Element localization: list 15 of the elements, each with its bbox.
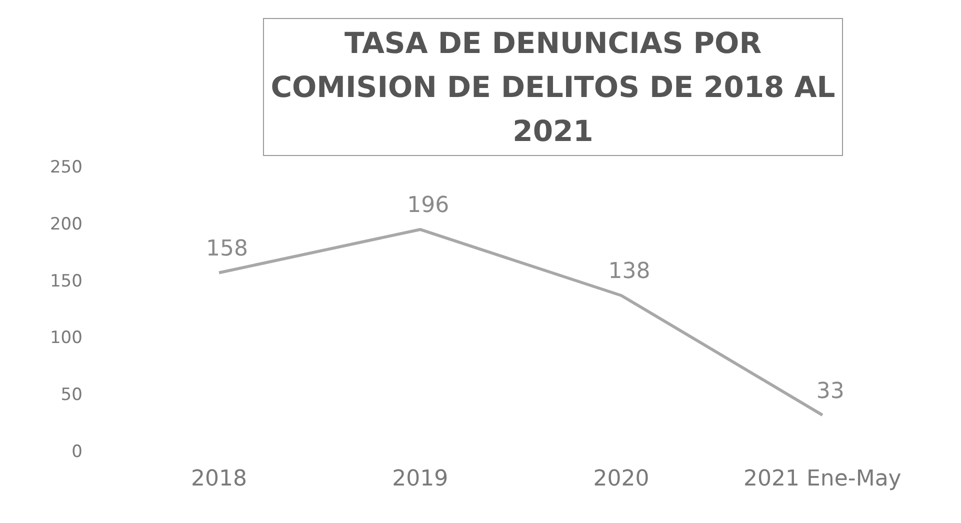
x-tick-label: 2018 [191, 466, 248, 492]
y-tick-label: 50 [60, 385, 82, 406]
y-tick-label: 250 [50, 157, 82, 178]
data-label: 158 [206, 236, 248, 262]
data-label: 196 [407, 193, 450, 218]
y-tick-label: 150 [50, 271, 82, 292]
y-tick-label: 0 [72, 442, 82, 462]
data-label: 33 [816, 378, 844, 404]
x-tick-label: 2020 [593, 466, 650, 492]
x-tick-label: 2019 [392, 466, 448, 492]
x-tick-label: 2021 Ene-May [744, 466, 902, 492]
data-label: 138 [608, 259, 650, 284]
y-tick-label: 100 [50, 328, 82, 348]
chart-title: TASA DE DENUNCIAS POR COMISION DE DELITOS DE 2018 AL 2021 [263, 18, 843, 156]
y-tick-label: 200 [50, 214, 82, 234]
